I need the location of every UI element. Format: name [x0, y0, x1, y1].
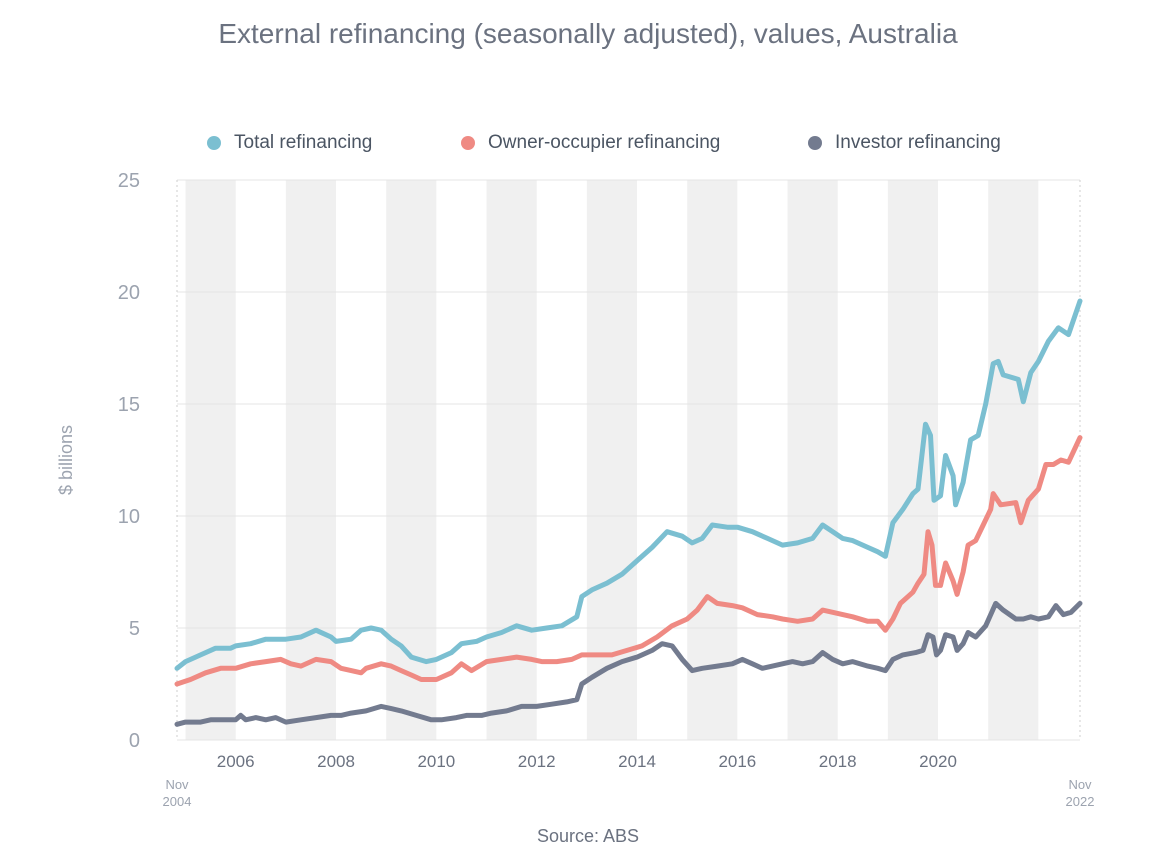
y-axis-label: $ billions — [56, 425, 76, 495]
y-tick-label-10: 10 — [118, 506, 140, 528]
legend-item-total: Total refinancing — [207, 132, 372, 154]
year-band-2017 — [787, 180, 838, 740]
series-line-investor — [174, 600, 1083, 727]
x-end-label-start-0: Nov — [165, 777, 189, 792]
legend-dot-owner-occupier — [461, 136, 475, 150]
x-tick-label-2016: 2016 — [718, 752, 756, 771]
year-band-2015 — [687, 180, 738, 740]
y-tick-label-25: 25 — [118, 170, 140, 192]
year-band-2013 — [586, 180, 638, 740]
legend: Total refinancing Owner-occupier refinan… — [0, 132, 1176, 158]
x-end-label-end-1: 2022 — [1066, 794, 1095, 809]
chart-title: External refinancing (seasonally adjuste… — [218, 18, 958, 49]
x-tick-label-2006: 2006 — [217, 752, 255, 771]
legend-item-investor: Investor refinancing — [808, 132, 1001, 154]
year-band-2009 — [386, 180, 437, 740]
legend-label-total: Total refinancing — [234, 132, 373, 153]
legend-label-owner-occupier: Owner-occupier refinancing — [488, 132, 721, 153]
x-tick-label-2018: 2018 — [819, 752, 857, 771]
y-tick-label-5: 5 — [129, 618, 140, 640]
y-tick-label-20: 20 — [118, 282, 140, 304]
legend-label-investor: Investor refinancing — [835, 132, 1001, 153]
legend-item-owner-occupier: Owner-occupier refinancing — [461, 132, 720, 154]
x-tick-label-2020: 2020 — [919, 752, 957, 771]
series-line-total — [174, 298, 1083, 671]
x-tick-label-2008: 2008 — [317, 752, 355, 771]
series-line-owner-occupier — [174, 435, 1083, 687]
year-band-2007 — [285, 180, 337, 740]
y-tick-label-15: 15 — [118, 394, 140, 416]
x-end-label-start-1: 2004 — [163, 794, 192, 809]
y-tick-label-0: 0 — [129, 730, 140, 752]
x-end-label-end-0: Nov — [1068, 777, 1092, 792]
x-tick-label-2014: 2014 — [618, 752, 656, 771]
x-tick-label-2012: 2012 — [518, 752, 556, 771]
legend-dot-investor — [808, 136, 822, 150]
legend-dot-total — [207, 136, 221, 150]
source-note: Source: ABS — [536, 826, 640, 846]
year-band-2021 — [988, 180, 1039, 740]
x-tick-label-2010: 2010 — [417, 752, 455, 771]
year-band-2011 — [486, 180, 537, 740]
